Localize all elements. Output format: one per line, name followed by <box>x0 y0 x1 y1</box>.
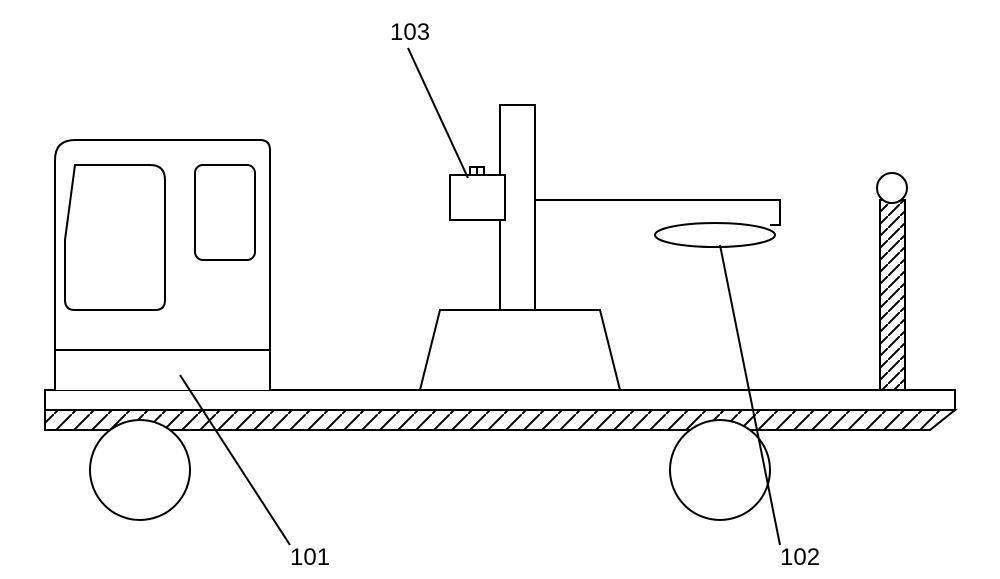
label-l103: 103 <box>390 19 430 46</box>
label-l102: 102 <box>780 544 820 571</box>
leader-l103 <box>408 48 468 178</box>
chassis <box>45 390 955 430</box>
wheel-rear <box>670 420 770 520</box>
crane-arm <box>535 200 780 225</box>
truck-diagram: 103 101 102 <box>45 19 955 571</box>
crane-head <box>655 223 775 247</box>
cab <box>55 140 270 390</box>
crane <box>420 105 780 390</box>
post-ball <box>877 173 907 203</box>
wheels <box>90 420 770 520</box>
label-l101: 101 <box>290 544 330 571</box>
rear-post <box>877 173 907 390</box>
control-box <box>450 175 505 220</box>
wheel-front <box>90 420 190 520</box>
crane-base <box>420 310 620 390</box>
